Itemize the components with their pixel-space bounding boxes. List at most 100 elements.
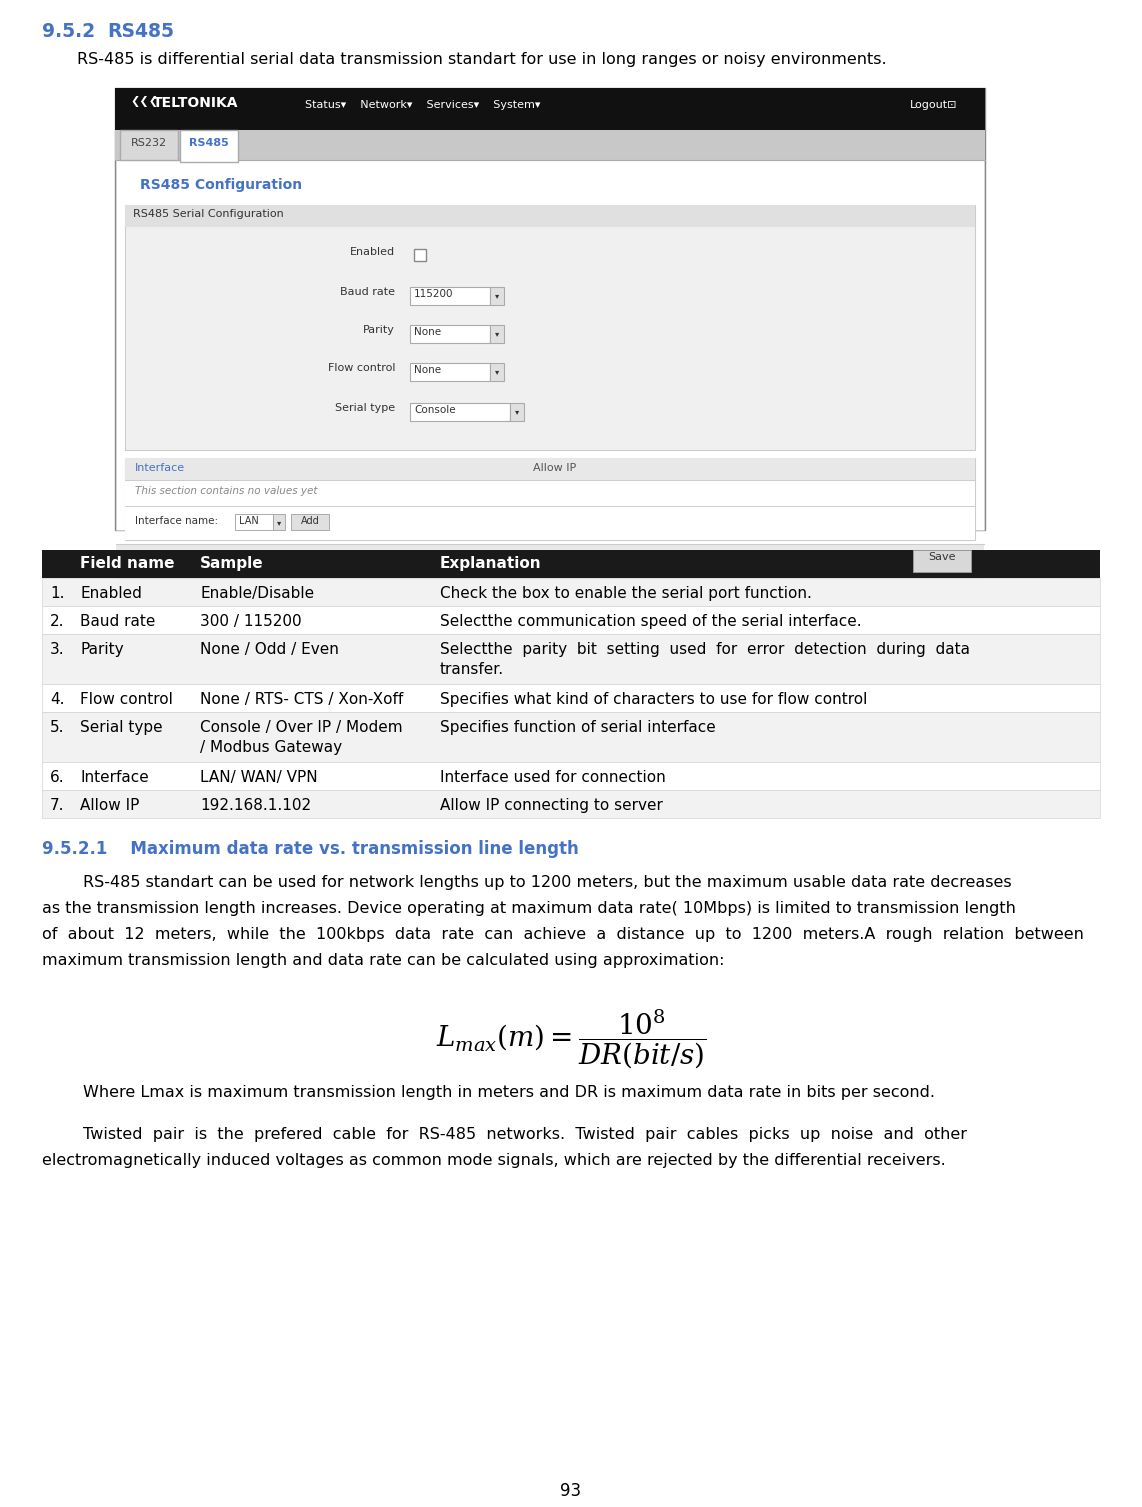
Text: electromagnetically induced voltages as common mode signals, which are rejected : electromagnetically induced voltages as … — [42, 1153, 946, 1168]
Bar — [273, 514, 286, 530]
Bar — [415, 249, 426, 261]
Text: Console / Over IP / Modem: Console / Over IP / Modem — [200, 720, 403, 735]
Text: Save: Save — [928, 552, 956, 562]
Text: 6.: 6. — [50, 770, 65, 785]
Bar — [42, 550, 1100, 579]
Text: Allow IP connecting to server: Allow IP connecting to server — [440, 799, 662, 812]
Text: None: None — [415, 327, 441, 338]
Bar — [42, 634, 1100, 684]
Text: Serial type: Serial type — [80, 720, 162, 735]
Text: Parity: Parity — [363, 326, 395, 335]
Text: Allow IP: Allow IP — [533, 463, 577, 473]
Text: Selectthe communication speed of the serial interface.: Selectthe communication speed of the ser… — [440, 613, 861, 628]
Text: Explanation: Explanation — [440, 556, 541, 571]
Bar — [410, 286, 490, 304]
Text: Field name: Field name — [80, 556, 175, 571]
Text: Enable/Disable: Enable/Disable — [200, 586, 314, 601]
Bar — [120, 130, 178, 160]
Text: 93: 93 — [561, 1481, 581, 1499]
Text: Console: Console — [415, 405, 456, 414]
Bar — [116, 544, 984, 580]
Text: $L_{max}(m) = \dfrac{10^8}{DR(bit/s)}$: $L_{max}(m) = \dfrac{10^8}{DR(bit/s)}$ — [436, 1007, 706, 1070]
Text: Baud rate: Baud rate — [340, 286, 395, 297]
Bar — [235, 514, 273, 530]
Bar — [42, 763, 1100, 790]
Bar — [291, 514, 329, 530]
Text: Logout⊡: Logout⊡ — [910, 99, 957, 110]
Text: Flow control: Flow control — [328, 363, 395, 374]
Text: 5.: 5. — [50, 720, 64, 735]
Text: Baud rate: Baud rate — [80, 613, 155, 628]
Text: 9.5.2: 9.5.2 — [42, 23, 95, 41]
Bar — [42, 790, 1100, 818]
Bar — [42, 579, 1100, 606]
Text: Allow IP: Allow IP — [80, 799, 139, 812]
Text: None / RTS- CTS / Xon-Xoff: None / RTS- CTS / Xon-Xoff — [200, 692, 403, 707]
Text: RS-485 is differential serial data transmission standart for use in long ranges : RS-485 is differential serial data trans… — [77, 53, 886, 66]
Text: 9.5.2.1    Maximum data rate vs. transmission line length: 9.5.2.1 Maximum data rate vs. transmissi… — [42, 839, 579, 857]
Bar — [490, 326, 504, 344]
Text: of  about  12  meters,  while  the  100kbps  data  rate  can  achieve  a  distan: of about 12 meters, while the 100kbps da… — [42, 927, 1084, 942]
Text: 7.: 7. — [50, 799, 64, 812]
Bar — [124, 481, 975, 506]
Text: 2.: 2. — [50, 613, 64, 628]
Text: RS-485 standart can be used for network lengths up to 1200 meters, but the maxim: RS-485 standart can be used for network … — [42, 876, 1012, 891]
Text: 115200: 115200 — [415, 289, 453, 298]
Text: Status▾    Network▾    Services▾    System▾: Status▾ Network▾ Services▾ System▾ — [305, 99, 540, 110]
Text: RS485 Serial Configuration: RS485 Serial Configuration — [132, 209, 283, 219]
Bar — [410, 363, 490, 381]
Bar — [42, 606, 1100, 634]
Bar — [510, 402, 524, 420]
Text: 3.: 3. — [50, 642, 65, 657]
Text: as the transmission length increases. Device operating at maximum data rate( 10M: as the transmission length increases. De… — [42, 901, 1016, 916]
Text: LAN: LAN — [239, 515, 259, 526]
Text: Where Lmax is maximum transmission length in meters and DR is maximum data rate : Where Lmax is maximum transmission lengt… — [42, 1085, 935, 1100]
Text: Parity: Parity — [80, 642, 123, 657]
Text: TELTONIKA: TELTONIKA — [153, 96, 239, 110]
Text: Selectthe  parity  bit  setting  used  for  error  detection  during  data: Selectthe parity bit setting used for er… — [440, 642, 970, 657]
Text: Specifies what kind of characters to use for flow control: Specifies what kind of characters to use… — [440, 692, 868, 707]
Text: ▾: ▾ — [515, 407, 520, 416]
Bar — [115, 130, 986, 160]
Text: maximum transmission length and data rate can be calculated using approximation:: maximum transmission length and data rat… — [42, 952, 724, 967]
Text: This section contains no values yet: This section contains no values yet — [135, 485, 317, 496]
Bar — [42, 711, 1100, 763]
Bar — [410, 326, 490, 344]
Text: ▾: ▾ — [494, 291, 499, 300]
Text: ▾: ▾ — [276, 518, 281, 527]
Text: Sample: Sample — [200, 556, 264, 571]
Text: 4.: 4. — [50, 692, 64, 707]
Text: ▾: ▾ — [494, 368, 499, 377]
Bar — [490, 363, 504, 381]
Text: ▾: ▾ — [494, 329, 499, 338]
Text: RS485: RS485 — [190, 139, 228, 148]
Text: None / Odd / Even: None / Odd / Even — [200, 642, 339, 657]
Text: Interface name:: Interface name: — [135, 515, 218, 526]
Bar — [42, 684, 1100, 711]
Bar — [124, 458, 975, 481]
Text: Specifies function of serial interface: Specifies function of serial interface — [440, 720, 716, 735]
Bar — [490, 286, 504, 304]
Bar — [912, 550, 971, 573]
Text: RS485: RS485 — [107, 23, 174, 41]
Text: RS232: RS232 — [131, 139, 167, 148]
Text: Enabled: Enabled — [80, 586, 142, 601]
Text: Interface: Interface — [80, 770, 148, 785]
Text: Interface: Interface — [135, 463, 185, 473]
Text: 300 / 115200: 300 / 115200 — [200, 613, 301, 628]
Bar — [124, 458, 975, 540]
Text: 1.: 1. — [50, 586, 64, 601]
Text: Enabled: Enabled — [349, 247, 395, 258]
Text: transfer.: transfer. — [440, 662, 504, 677]
Bar — [124, 205, 975, 228]
Bar — [115, 87, 986, 530]
Text: Twisted  pair  is  the  prefered  cable  for  RS-485  networks.  Twisted  pair  : Twisted pair is the prefered cable for R… — [42, 1127, 967, 1142]
Text: Check the box to enable the serial port function.: Check the box to enable the serial port … — [440, 586, 812, 601]
Bar — [180, 130, 238, 161]
Text: RS485 Configuration: RS485 Configuration — [140, 178, 303, 191]
Bar — [116, 160, 984, 530]
Text: Serial type: Serial type — [335, 402, 395, 413]
Bar — [115, 87, 986, 130]
Bar — [124, 205, 975, 451]
Text: Add: Add — [300, 515, 320, 526]
